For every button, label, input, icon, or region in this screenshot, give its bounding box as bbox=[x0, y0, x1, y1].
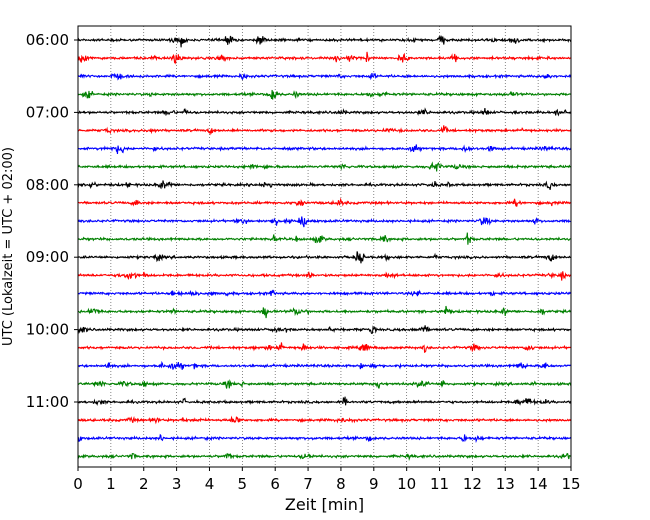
trace-0700 bbox=[77, 107, 572, 117]
x-tick-label: 10 bbox=[397, 475, 416, 493]
trace-0630 bbox=[77, 72, 572, 81]
x-tick-label: 13 bbox=[496, 475, 515, 493]
trace-0745 bbox=[77, 161, 572, 172]
trace-1015 bbox=[77, 342, 572, 354]
y-tick-label: 08:00 bbox=[26, 176, 69, 194]
x-tick-label: 1 bbox=[106, 475, 116, 493]
y-axis-label: UTC (Lokalzeit = UTC + 02:00) bbox=[1, 147, 16, 346]
x-tick-label: 7 bbox=[303, 475, 313, 493]
trace-1115 bbox=[77, 415, 572, 425]
x-tick-label: 4 bbox=[205, 475, 215, 493]
x-tick-label: 0 bbox=[73, 475, 83, 493]
trace-0730 bbox=[77, 144, 572, 155]
y-tick-label: 11:00 bbox=[26, 393, 69, 411]
trace-layer bbox=[77, 35, 572, 461]
trace-1100 bbox=[77, 396, 572, 407]
x-tick-label: 5 bbox=[238, 475, 248, 493]
x-tick-label: 15 bbox=[561, 475, 580, 493]
x-tick-label: 9 bbox=[369, 475, 379, 493]
x-tick-label: 2 bbox=[139, 475, 149, 493]
y-tick-label: 10:00 bbox=[26, 321, 69, 339]
trace-0800 bbox=[77, 180, 572, 191]
trace-0930 bbox=[77, 289, 572, 297]
trace-0830 bbox=[77, 216, 572, 228]
x-tick-label: 12 bbox=[463, 475, 482, 493]
trace-0915 bbox=[77, 270, 572, 281]
trace-0945 bbox=[77, 305, 572, 319]
grid-layer bbox=[110, 26, 539, 467]
trace-1045 bbox=[77, 379, 572, 389]
trace-1030 bbox=[77, 360, 572, 370]
plot-frame bbox=[77, 25, 572, 468]
trace-0600 bbox=[77, 35, 572, 48]
x-axis-label: Zeit [min] bbox=[285, 495, 364, 514]
x-tick-label: 11 bbox=[430, 475, 449, 493]
trace-1145 bbox=[77, 452, 572, 461]
x-tick-label: 14 bbox=[529, 475, 548, 493]
y-tick-label: 06:00 bbox=[26, 31, 69, 49]
trace-1000 bbox=[77, 325, 572, 335]
x-axis: 0 1 2 3 4 5 6 7 8 9 10 11 12 13 14 15 bbox=[73, 467, 581, 493]
y-tick-label: 07:00 bbox=[26, 103, 69, 121]
x-tick-label: 8 bbox=[336, 475, 346, 493]
trace-0815 bbox=[77, 197, 572, 207]
trace-1130 bbox=[77, 433, 572, 444]
y-tick-label: 09:00 bbox=[26, 248, 69, 266]
x-tick-label: 6 bbox=[270, 475, 280, 493]
trace-0615 bbox=[77, 51, 572, 65]
y-axis: 06:00 07:00 08:00 09:00 10:00 11:00 bbox=[26, 31, 78, 411]
trace-0645 bbox=[77, 89, 572, 100]
trace-0845 bbox=[77, 232, 572, 245]
trace-0715 bbox=[77, 125, 572, 136]
x-tick-label: 3 bbox=[172, 475, 182, 493]
trace-0900 bbox=[77, 251, 572, 264]
